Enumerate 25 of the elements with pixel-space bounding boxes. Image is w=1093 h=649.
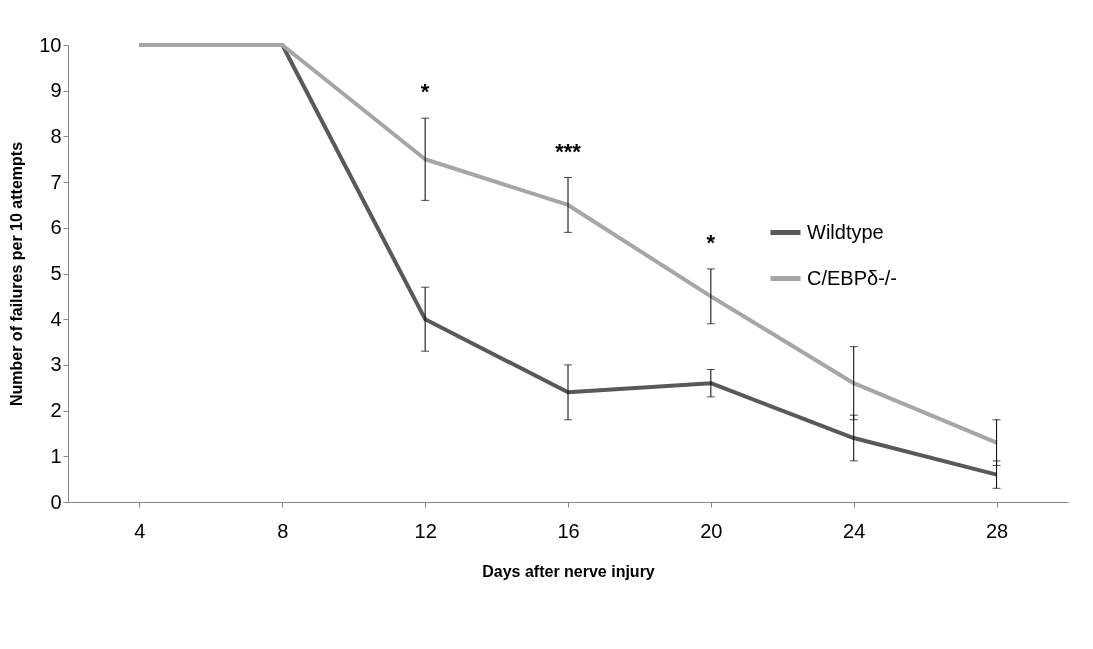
- y-tick-label: 3: [50, 353, 62, 376]
- y-tick-label: 7: [50, 170, 62, 193]
- annotation: *: [706, 229, 716, 255]
- y-tick-label: 2: [50, 399, 62, 422]
- x-tick-label: 12: [414, 519, 437, 542]
- y-tick-label: 6: [50, 216, 62, 239]
- annotation: *: [420, 79, 430, 105]
- x-tick-label: 20: [700, 519, 723, 542]
- y-axis-title: Number of failures per 10 attempts: [8, 141, 26, 407]
- annotation: ***: [555, 138, 582, 164]
- y-tick-label: 5: [50, 262, 62, 284]
- y-tick-label: 8: [50, 124, 62, 147]
- legend-label: Wildtype: [807, 220, 884, 243]
- y-tick-label: 9: [50, 79, 62, 102]
- y-tick-label: 10: [39, 33, 62, 56]
- legend-label: C/EBPδ-/-: [807, 266, 898, 289]
- x-tick-label: 28: [985, 519, 1009, 542]
- y-tick-label: 1: [50, 444, 62, 467]
- x-axis-title: Days after nerve injury: [482, 562, 655, 580]
- x-tick-label: 16: [557, 519, 580, 542]
- x-tick-label: 24: [843, 519, 866, 542]
- x-tick-label: 8: [277, 519, 289, 542]
- y-tick-label: 4: [50, 307, 62, 330]
- y-tick-label: 0: [50, 490, 62, 513]
- x-tick-label: 4: [134, 519, 146, 542]
